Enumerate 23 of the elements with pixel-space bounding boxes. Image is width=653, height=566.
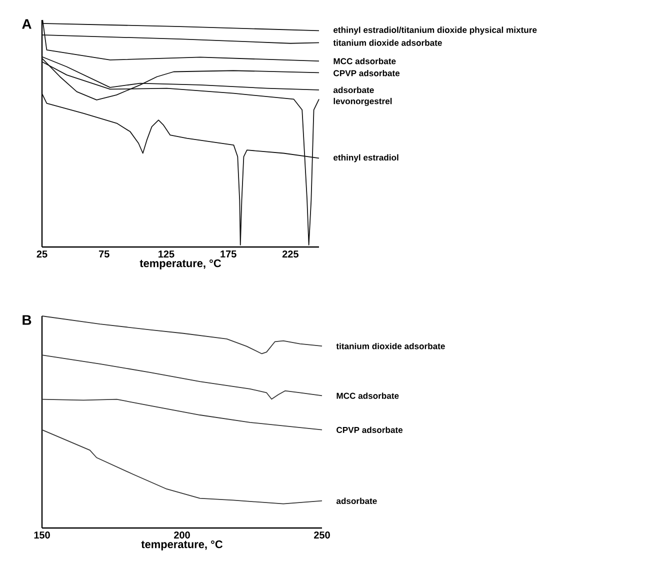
series-label: ethinyl estradiol xyxy=(334,154,398,162)
series-label: adsorbate xyxy=(333,86,374,94)
x-tick-label: 25 xyxy=(36,250,48,258)
x-tick-label: 225 xyxy=(282,250,298,258)
x-tick-label: 200 xyxy=(174,532,190,539)
x-tick-label: 175 xyxy=(220,250,236,258)
x-tick-label: 125 xyxy=(158,250,174,258)
x-tick-label: 150 xyxy=(34,532,50,539)
chart-title: B xyxy=(22,315,32,325)
series-label: MCC adsorbate xyxy=(334,58,396,64)
series-label: titanium dioxide adsorbate xyxy=(336,342,445,350)
x-axis-title: temperature, °C xyxy=(141,540,223,550)
series-label: adsorbate xyxy=(336,498,377,504)
x-tick-label: 250 xyxy=(314,532,330,539)
series-label: titanium dioxide adsorbate xyxy=(333,40,442,46)
series-label: CPVP adsorbate xyxy=(336,426,403,433)
x-tick-label: 75 xyxy=(98,250,110,258)
series-label: MCC adsorbate xyxy=(336,392,399,399)
series-label: ethinyl estradiol/titanium dioxide physical mixture xyxy=(334,26,537,35)
series-label: levonorgestrel xyxy=(334,98,392,106)
series-label: CPVP adsorbate xyxy=(334,70,400,76)
x-axis-title: temperature, °C xyxy=(140,259,222,270)
chart-title: A xyxy=(22,19,32,29)
